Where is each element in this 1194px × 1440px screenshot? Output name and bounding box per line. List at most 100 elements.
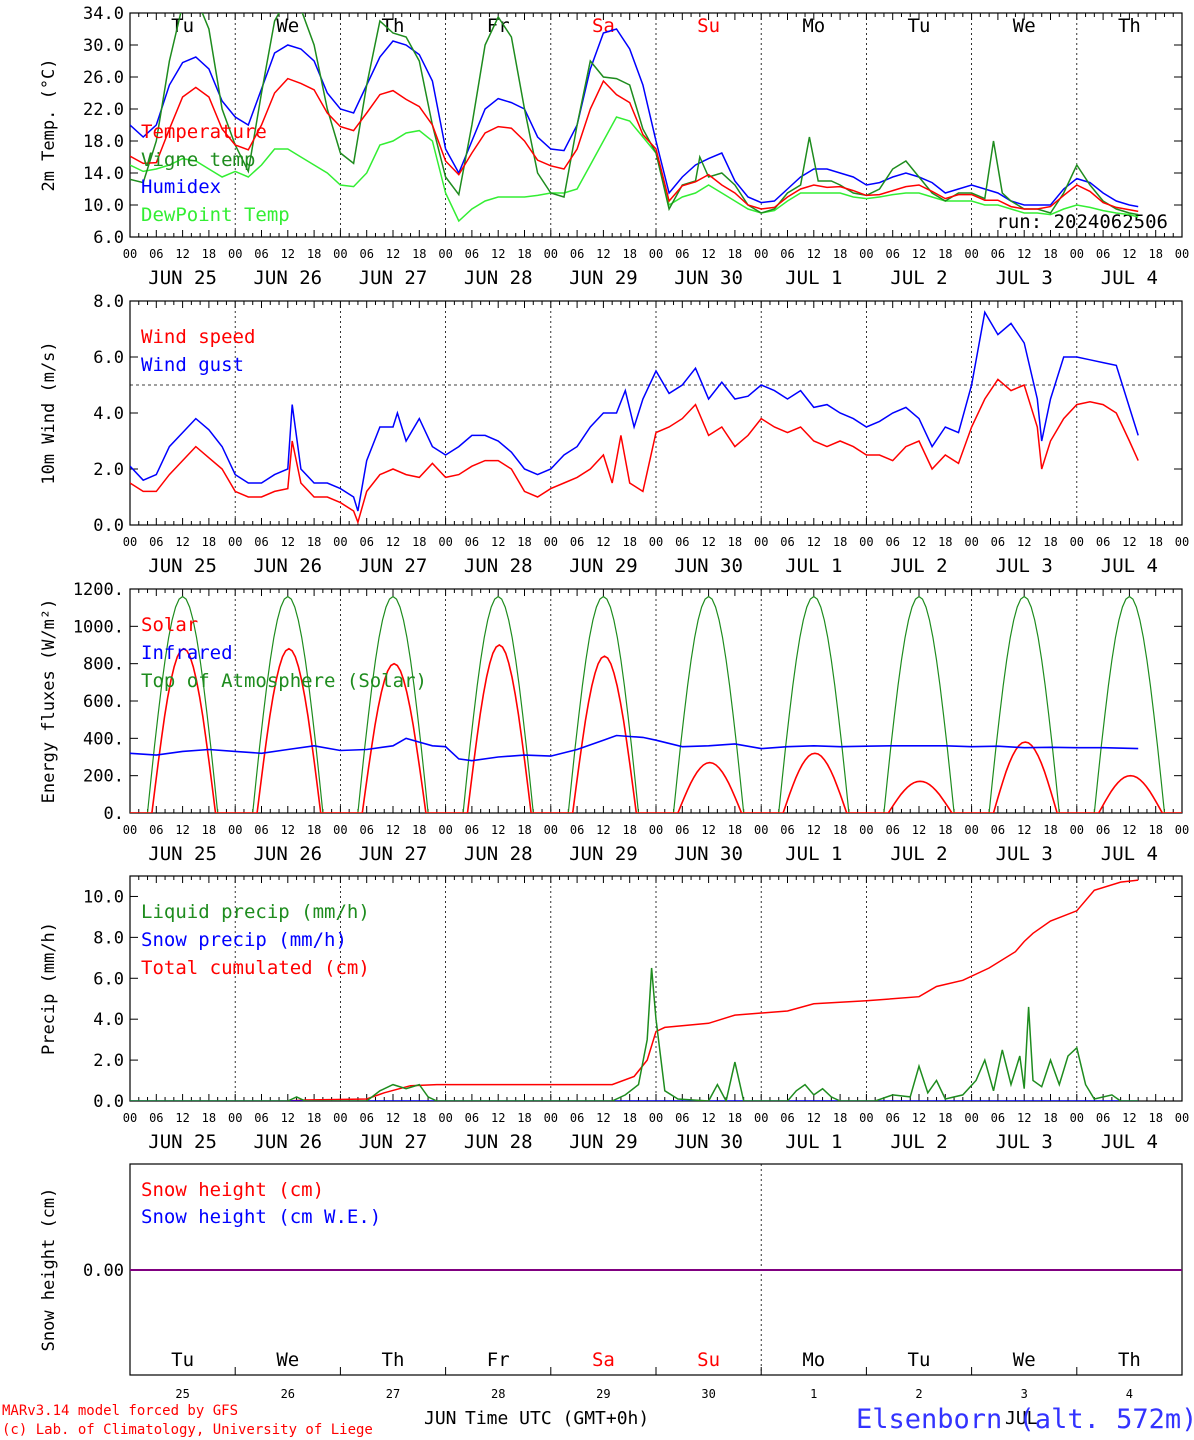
temperature-hour-label: 06	[359, 247, 373, 261]
temperature-y-tick-label: 14.0	[83, 164, 124, 184]
wind-hour-label: 00	[754, 535, 768, 549]
energy-hour-label: 12	[596, 823, 610, 837]
energy-hour-label: 18	[622, 823, 636, 837]
precip-date-label: JUN 26	[253, 1131, 322, 1153]
snow-weekday-label: We	[1013, 1349, 1036, 1371]
snow-y-tick-label: 0.00	[83, 1261, 124, 1281]
snow-weekday-label: Sa	[592, 1349, 615, 1371]
energy-hour-label: 00	[859, 823, 873, 837]
energy-hour-label: 18	[833, 823, 847, 837]
wind-hour-label: 06	[780, 535, 794, 549]
wind-hour-label: 00	[123, 535, 137, 549]
temperature-date-label: JUL 4	[1101, 267, 1158, 289]
energy-hour-label: 06	[359, 823, 373, 837]
temperature-humidex-line	[130, 28, 1139, 208]
wind-date-label: JUN 27	[359, 555, 428, 577]
wind-hour-label: 18	[622, 535, 636, 549]
temperature-hour-label: 00	[649, 247, 663, 261]
precip-date-label: JUN 30	[674, 1131, 743, 1153]
energy-hour-label: 00	[1070, 823, 1084, 837]
precip-hour-label: 18	[833, 1111, 847, 1125]
energy-hour-label: 18	[412, 823, 426, 837]
precip-hour-label: 00	[333, 1111, 347, 1125]
precip-hour-label: 00	[228, 1111, 242, 1125]
precip-legend-snow-precip-mm-h-: Snow precip (mm/h)	[141, 929, 347, 951]
snow-day-number: 29	[596, 1387, 610, 1401]
temperature-legend-temperature: Temperature	[141, 121, 267, 143]
precip-date-label: JUN 28	[464, 1131, 533, 1153]
temperature-hour-label: 12	[701, 247, 715, 261]
energy-date-label: JUL 3	[996, 843, 1053, 865]
precip-hour-label: 12	[281, 1111, 295, 1125]
temperature-legend-dewpoint-temp: DewPoint Temp	[141, 204, 290, 226]
temperature-hour-label: 12	[1122, 247, 1136, 261]
precip-date-label: JUL 2	[890, 1131, 947, 1153]
temperature-hour-label: 06	[885, 247, 899, 261]
precip-hour-label: 12	[912, 1111, 926, 1125]
energy-hour-label: 06	[675, 823, 689, 837]
toa-solar-line	[130, 595, 1182, 813]
temperature-date-label: JUN 26	[253, 267, 322, 289]
wind-hour-label: 18	[728, 535, 742, 549]
temperature-y-tick-label: 10.0	[83, 196, 124, 216]
temperature-hour-label: 06	[254, 247, 268, 261]
precip-legend-liquid-precip-mm-h-: Liquid precip (mm/h)	[141, 901, 370, 923]
precip-total-cumulated-cm--line	[287, 879, 1139, 1101]
precip-hour-label: 00	[1070, 1111, 1084, 1125]
energy-y-axis-title: Energy fluxes (W/m²)	[39, 599, 59, 804]
precip-date-label: JUN 27	[359, 1131, 428, 1153]
precip-hour-label: 12	[1017, 1111, 1031, 1125]
snow-weekday-label: Mo	[802, 1349, 825, 1371]
precip-series-group	[130, 879, 1139, 1101]
temperature-weekday-label: Fr	[487, 15, 510, 37]
temperature-hour-label: 18	[412, 247, 426, 261]
wind-hour-label: 06	[359, 535, 373, 549]
panel-temperature: 6.0 10.0 14.0 18.0 22.0 26.0 30.0 34.0 2m Temp. …	[39, 4, 1189, 289]
temperature-hour-label: 00	[1070, 247, 1084, 261]
energy-y-tick-label: 1200.	[73, 580, 124, 600]
wind-hour-label: 06	[1096, 535, 1110, 549]
snow-legend-snow-height-cm-w-e-: Snow height (cm W.E.)	[141, 1206, 381, 1228]
wind-y-tick-label: 0.0	[93, 516, 124, 536]
temperature-hour-label: 12	[491, 247, 505, 261]
energy-hour-label: 18	[517, 823, 531, 837]
energy-hour-label: 00	[544, 823, 558, 837]
wind-hour-label: 06	[991, 535, 1005, 549]
temperature-hour-label: 06	[149, 247, 163, 261]
wind-date-label: JUL 4	[1101, 555, 1158, 577]
temperature-y-tick-label: 6.0	[93, 228, 124, 248]
precip-legend-total-cumulated-cm-: Total cumulated (cm)	[141, 957, 370, 979]
wind-hour-label: 18	[517, 535, 531, 549]
precip-date-label: JUL 1	[785, 1131, 842, 1153]
wind-wind-speed-line	[130, 378, 1139, 525]
wind-hour-label: 06	[675, 535, 689, 549]
wind-wind-gust-line	[130, 310, 1139, 512]
precip-liquid-precip-mm-h--line	[130, 967, 1139, 1101]
wind-hour-label: 06	[254, 535, 268, 549]
wind-hour-label: 06	[465, 535, 479, 549]
temperature-hour-label: 06	[1096, 247, 1110, 261]
wind-hour-label: 06	[149, 535, 163, 549]
temperature-hour-label: 06	[675, 247, 689, 261]
temperature-hour-label: 06	[570, 247, 584, 261]
precip-hour-label: 00	[649, 1111, 663, 1125]
temperature-vigne-temp-line	[130, 13, 1139, 216]
temperature-hour-label: 18	[517, 247, 531, 261]
temperature-hour-label: 00	[228, 247, 242, 261]
snow-day-number: 28	[491, 1387, 505, 1401]
wind-hour-label: 00	[438, 535, 452, 549]
precip-hour-label: 18	[728, 1111, 742, 1125]
temperature-legend-vigne-temp: Vigne temp	[141, 149, 255, 171]
temperature-hour-label: 00	[859, 247, 873, 261]
wind-hour-label: 00	[859, 535, 873, 549]
wind-hour-label: 12	[1122, 535, 1136, 549]
snow-y-axis-title: Snow height (cm)	[39, 1188, 59, 1352]
precip-hour-label: 18	[938, 1111, 952, 1125]
precip-y-tick-label: 6.0	[93, 969, 124, 989]
energy-hour-label: 00	[964, 823, 978, 837]
precip-hour-label: 06	[254, 1111, 268, 1125]
temperature-temperature-line	[130, 77, 1139, 213]
temperature-hour-label: 06	[465, 247, 479, 261]
precip-hour-label: 00	[438, 1111, 452, 1125]
